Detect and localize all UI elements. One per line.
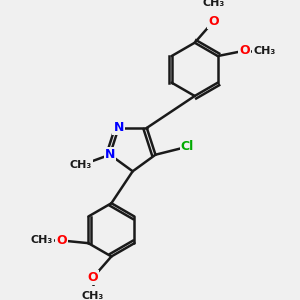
Text: CH₃: CH₃: [70, 160, 92, 170]
Text: O: O: [87, 271, 98, 284]
Text: CH₃: CH₃: [202, 0, 224, 8]
Text: Cl: Cl: [181, 140, 194, 153]
Text: CH₃: CH₃: [253, 46, 275, 56]
Text: O: O: [56, 234, 67, 247]
Text: O: O: [208, 15, 219, 28]
Text: CH₃: CH₃: [82, 291, 104, 300]
Text: CH₃: CH₃: [31, 236, 53, 245]
Text: N: N: [105, 148, 115, 161]
Text: O: O: [239, 44, 250, 57]
Text: N: N: [113, 122, 124, 134]
